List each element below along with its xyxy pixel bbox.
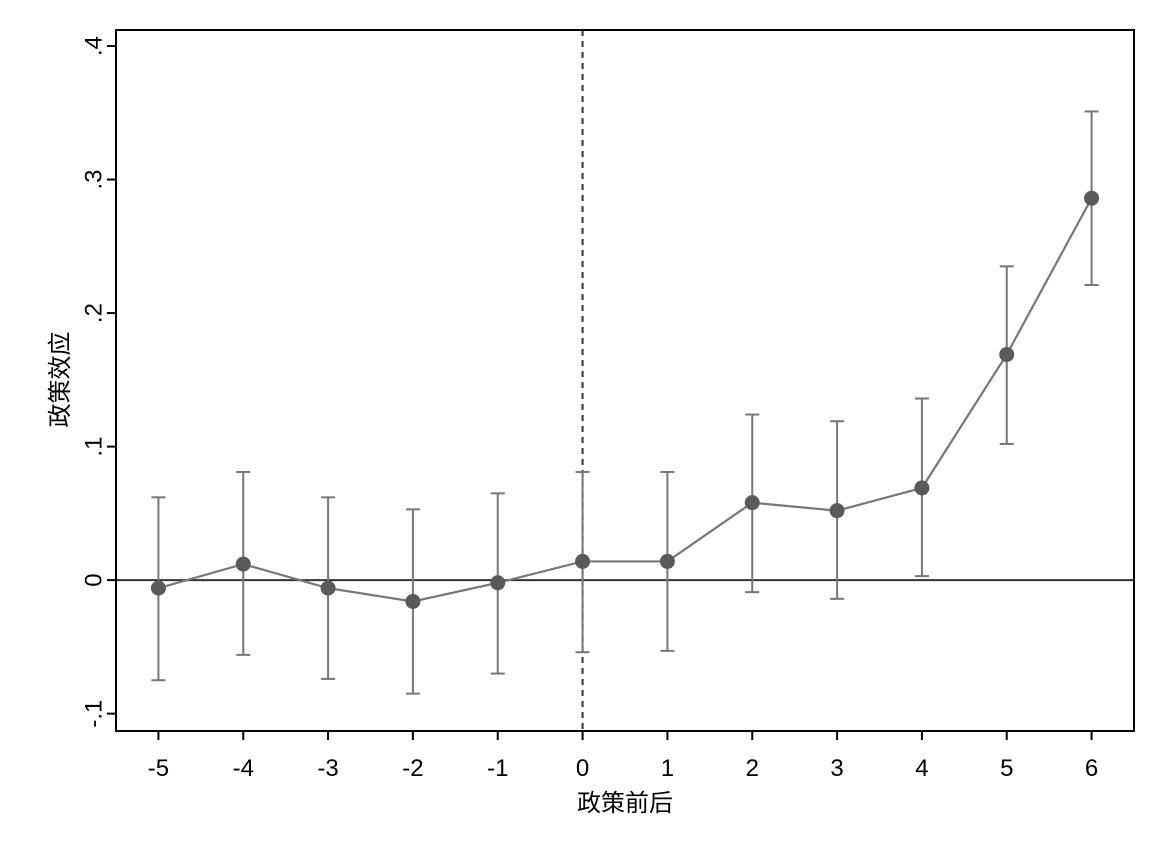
y-tick-label: .2 — [81, 303, 108, 323]
series-line — [158, 197, 1093, 603]
data-point — [1084, 190, 1100, 206]
x-axis-title: 政策前后 — [577, 789, 673, 817]
y-axis-title: 政策效应 — [46, 332, 74, 428]
y-tick-label: .1 — [81, 437, 108, 457]
data-point — [914, 480, 930, 496]
data-points — [150, 190, 1100, 609]
data-point — [405, 593, 421, 609]
data-point — [999, 346, 1015, 362]
y-tick-label: 0 — [81, 573, 108, 586]
x-tick-label: -1 — [487, 755, 508, 782]
data-point — [490, 575, 506, 591]
y-axis-ticks: -.1 0 .1 .2 .3 .4 — [81, 36, 116, 728]
y-tick-label: -.1 — [81, 700, 108, 728]
data-point — [744, 495, 760, 511]
data-point — [659, 553, 675, 569]
data-point — [150, 580, 166, 596]
x-tick-label: 5 — [1000, 755, 1013, 782]
y-tick-label: .4 — [81, 36, 108, 56]
x-tick-label: 3 — [830, 755, 843, 782]
data-point — [575, 553, 591, 569]
x-tick-label: 4 — [915, 755, 928, 782]
x-tick-label: -3 — [317, 755, 338, 782]
data-point — [235, 556, 251, 572]
plot-frame — [115, 29, 1135, 732]
x-tick-label: 2 — [746, 755, 759, 782]
x-tick-label: 0 — [576, 755, 589, 782]
data-point — [829, 503, 845, 519]
x-tick-label: -5 — [148, 755, 169, 782]
x-axis-ticks: -5 -4 -3 -2 -1 0 1 2 3 4 5 6 — [148, 731, 1098, 782]
x-tick-label: -4 — [233, 755, 254, 782]
x-tick-label: 1 — [661, 755, 674, 782]
x-tick-label: -2 — [402, 755, 423, 782]
data-point — [320, 580, 336, 596]
y-tick-label: .3 — [81, 170, 108, 190]
x-tick-label: 6 — [1085, 755, 1098, 782]
